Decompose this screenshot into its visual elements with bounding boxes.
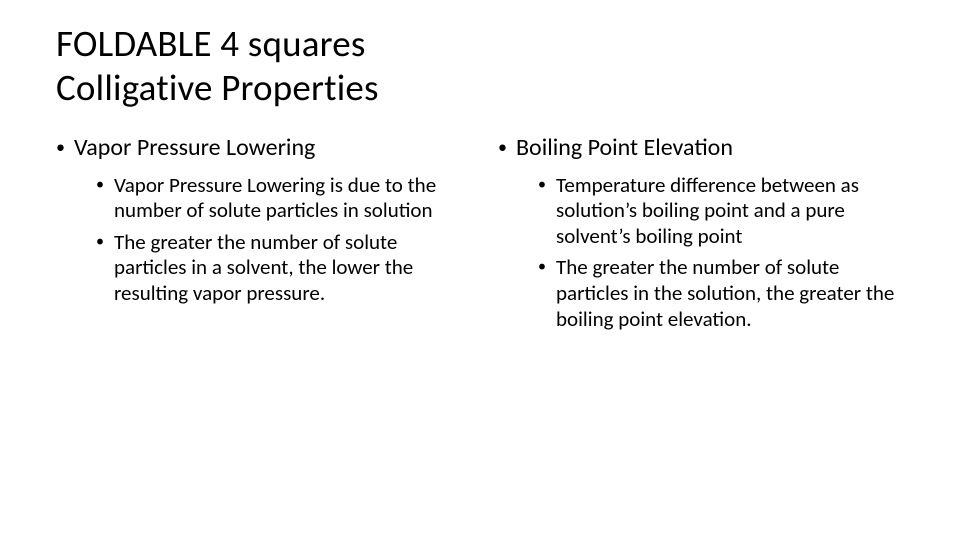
bullet-dot-icon: • <box>96 173 114 197</box>
slide: FOLDABLE 4 squares Colligative Propertie… <box>0 0 960 540</box>
bullet-dot-icon: • <box>538 255 556 279</box>
title-line-2: Colligative Properties <box>56 65 379 110</box>
right-point-2: • The greater the number of solute parti… <box>498 255 904 332</box>
right-point-1: • Temperature difference between as solu… <box>498 173 904 250</box>
slide-title: FOLDABLE 4 squares Colligative Propertie… <box>56 22 904 109</box>
right-point-2-text: The greater the number of solute particl… <box>556 255 904 332</box>
right-heading-bullet: • Boiling Point Elevation <box>498 133 904 162</box>
left-heading-bullet: • Vapor Pressure Lowering <box>56 133 462 162</box>
content-columns: • Vapor Pressure Lowering • Vapor Pressu… <box>56 133 904 338</box>
bullet-dot-icon: • <box>538 173 556 197</box>
bullet-dot-icon: • <box>96 230 114 254</box>
left-column: • Vapor Pressure Lowering • Vapor Pressu… <box>56 133 462 338</box>
left-point-2-text: The greater the number of solute particl… <box>114 230 462 307</box>
bullet-dot-icon: • <box>56 133 74 161</box>
left-point-2: • The greater the number of solute parti… <box>56 230 462 307</box>
right-column: • Boiling Point Elevation • Temperature … <box>498 133 904 338</box>
left-point-1-text: Vapor Pressure Lowering is due to the nu… <box>114 173 462 224</box>
left-point-1: • Vapor Pressure Lowering is due to the … <box>56 173 462 224</box>
right-point-1-text: Temperature difference between as soluti… <box>556 173 904 250</box>
right-heading-text: Boiling Point Elevation <box>516 133 904 162</box>
left-heading-text: Vapor Pressure Lowering <box>74 133 462 162</box>
title-line-1: FOLDABLE 4 squares <box>56 21 366 66</box>
bullet-dot-icon: • <box>498 133 516 161</box>
